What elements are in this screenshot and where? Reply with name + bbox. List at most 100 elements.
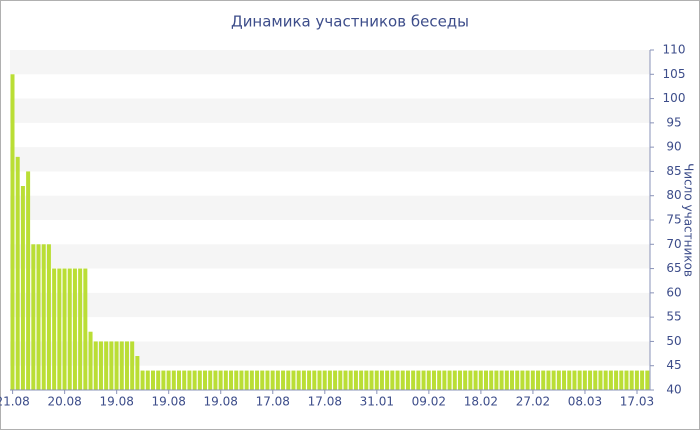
bar bbox=[156, 370, 161, 390]
bar bbox=[229, 370, 234, 390]
y-tick-label: 80 bbox=[666, 188, 681, 202]
band bbox=[10, 195, 650, 220]
bar bbox=[197, 370, 202, 390]
bar bbox=[135, 356, 140, 390]
x-tick-label: 31.01 bbox=[360, 395, 394, 409]
x-tick-label: 08.03 bbox=[568, 395, 602, 409]
bar bbox=[327, 370, 332, 390]
bar bbox=[67, 268, 72, 390]
y-tick-label: 55 bbox=[666, 310, 681, 324]
bar bbox=[577, 370, 582, 390]
bar bbox=[447, 370, 452, 390]
bar bbox=[608, 370, 613, 390]
y-tick-label: 90 bbox=[666, 140, 681, 154]
bar bbox=[359, 370, 364, 390]
bar bbox=[166, 370, 171, 390]
x-tick-label: 09.02 bbox=[412, 395, 446, 409]
x-tick-label: 19.08 bbox=[99, 395, 133, 409]
bar bbox=[296, 370, 301, 390]
bar bbox=[405, 370, 410, 390]
bar bbox=[483, 370, 488, 390]
bar bbox=[104, 341, 109, 390]
bar bbox=[530, 370, 535, 390]
x-tick-label: 20.08 bbox=[47, 395, 81, 409]
bar bbox=[322, 370, 327, 390]
bar bbox=[374, 370, 379, 390]
bar bbox=[150, 370, 155, 390]
bar bbox=[260, 370, 265, 390]
bar bbox=[645, 370, 650, 390]
bar bbox=[364, 370, 369, 390]
chart-title: Динамика участников беседы bbox=[231, 13, 469, 31]
bar bbox=[379, 370, 384, 390]
bar bbox=[301, 370, 306, 390]
bar bbox=[249, 370, 254, 390]
bar bbox=[536, 370, 541, 390]
bar bbox=[72, 268, 77, 390]
bar bbox=[265, 370, 270, 390]
bar bbox=[562, 370, 567, 390]
y-tick-label: 45 bbox=[666, 358, 681, 372]
bar bbox=[582, 370, 587, 390]
bar bbox=[619, 370, 624, 390]
bar bbox=[572, 370, 577, 390]
bar bbox=[130, 341, 135, 390]
bar bbox=[452, 370, 457, 390]
band bbox=[10, 244, 650, 269]
bar bbox=[78, 268, 83, 390]
bar bbox=[353, 370, 358, 390]
bar bbox=[275, 370, 280, 390]
bar bbox=[208, 370, 213, 390]
y-tick-label: 85 bbox=[666, 164, 681, 178]
bar bbox=[26, 171, 31, 390]
bar bbox=[15, 156, 20, 390]
y-tick-label: 50 bbox=[666, 334, 681, 348]
bar bbox=[62, 268, 67, 390]
bar bbox=[203, 370, 208, 390]
bar bbox=[145, 370, 150, 390]
bar bbox=[343, 370, 348, 390]
x-tick-label: 17.08 bbox=[308, 395, 342, 409]
bar bbox=[588, 370, 593, 390]
y-tick-label: 105 bbox=[663, 67, 686, 81]
bar bbox=[624, 370, 629, 390]
bar bbox=[93, 341, 98, 390]
bar bbox=[468, 370, 473, 390]
bar bbox=[567, 370, 572, 390]
bar bbox=[317, 370, 322, 390]
bar bbox=[312, 370, 317, 390]
bar bbox=[598, 370, 603, 390]
band bbox=[10, 98, 650, 123]
bar bbox=[171, 370, 176, 390]
x-tick-label: 17.03 bbox=[620, 395, 654, 409]
bar bbox=[551, 370, 556, 390]
bar bbox=[494, 370, 499, 390]
bar bbox=[541, 370, 546, 390]
y-axis-label: Число участников bbox=[682, 163, 696, 277]
bar bbox=[525, 370, 530, 390]
bar bbox=[421, 370, 426, 390]
x-tick-label: 18.02 bbox=[464, 395, 498, 409]
bar bbox=[10, 74, 15, 391]
bar bbox=[140, 370, 145, 390]
bar bbox=[515, 370, 520, 390]
bar bbox=[442, 370, 447, 390]
bar bbox=[369, 370, 374, 390]
bar bbox=[218, 370, 223, 390]
bar bbox=[182, 370, 187, 390]
bar bbox=[603, 370, 608, 390]
bar bbox=[307, 370, 312, 390]
y-tick-label: 75 bbox=[666, 213, 681, 227]
bar bbox=[213, 370, 218, 390]
band bbox=[10, 292, 650, 318]
bar bbox=[109, 341, 114, 390]
bar bbox=[338, 370, 343, 390]
bar bbox=[634, 370, 639, 390]
bar bbox=[457, 370, 462, 390]
bar bbox=[463, 370, 468, 390]
bar bbox=[390, 370, 395, 390]
bar bbox=[499, 370, 504, 390]
bar bbox=[385, 370, 390, 390]
bar bbox=[416, 370, 421, 390]
